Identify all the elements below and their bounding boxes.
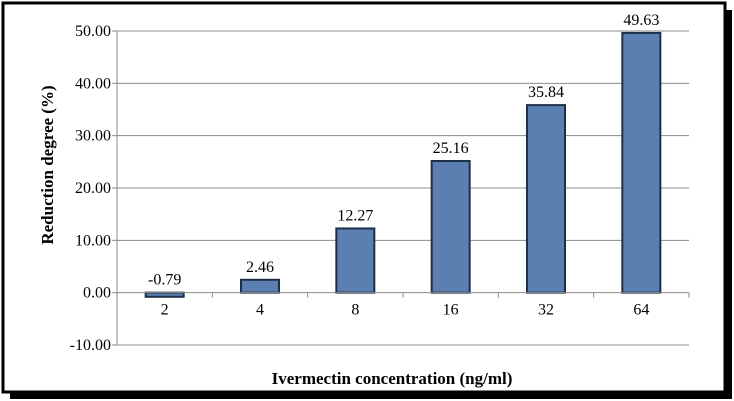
bar <box>240 278 280 294</box>
y-tick-label: 40.00 <box>75 75 111 92</box>
data-label: 12.27 <box>337 207 373 224</box>
bar <box>335 227 376 294</box>
x-tick-label: 4 <box>256 302 264 319</box>
gridlines <box>117 30 689 346</box>
labels: -10.00 0.00 10.00 20.00 30.00 40.00 50.00 -0.79… <box>70 12 660 354</box>
chart-border <box>1 1 727 394</box>
x-tick-label: 2 <box>161 302 169 319</box>
y-tick-label: -10.00 <box>70 337 111 354</box>
y-axis-title: Reduction degree (%) <box>38 85 57 244</box>
data-label: 49.63 <box>623 12 659 29</box>
x-tick-label: 8 <box>351 302 359 319</box>
y-tick-label: 10.00 <box>75 232 111 249</box>
y-tick-label: 50.00 <box>75 23 111 40</box>
data-label: 25.16 <box>433 140 469 157</box>
x-axis-title: Ivermectin concentration (ng/ml) <box>272 369 513 388</box>
axes <box>112 30 690 346</box>
y-tick-label: 30.00 <box>75 128 111 145</box>
bars <box>144 31 662 298</box>
x-tick-label: 64 <box>633 302 649 319</box>
y-tick-label: 0.00 <box>83 285 111 302</box>
bar <box>526 104 566 294</box>
bar <box>621 31 662 294</box>
x-tick-label: 32 <box>538 302 554 319</box>
x-tick-label: 16 <box>443 302 459 319</box>
data-label: 2.46 <box>246 259 274 276</box>
y-tick-label: 20.00 <box>75 180 111 197</box>
data-label: -0.79 <box>148 272 181 289</box>
data-label: 35.84 <box>528 84 564 101</box>
bar <box>430 159 471 294</box>
bar <box>144 291 185 298</box>
